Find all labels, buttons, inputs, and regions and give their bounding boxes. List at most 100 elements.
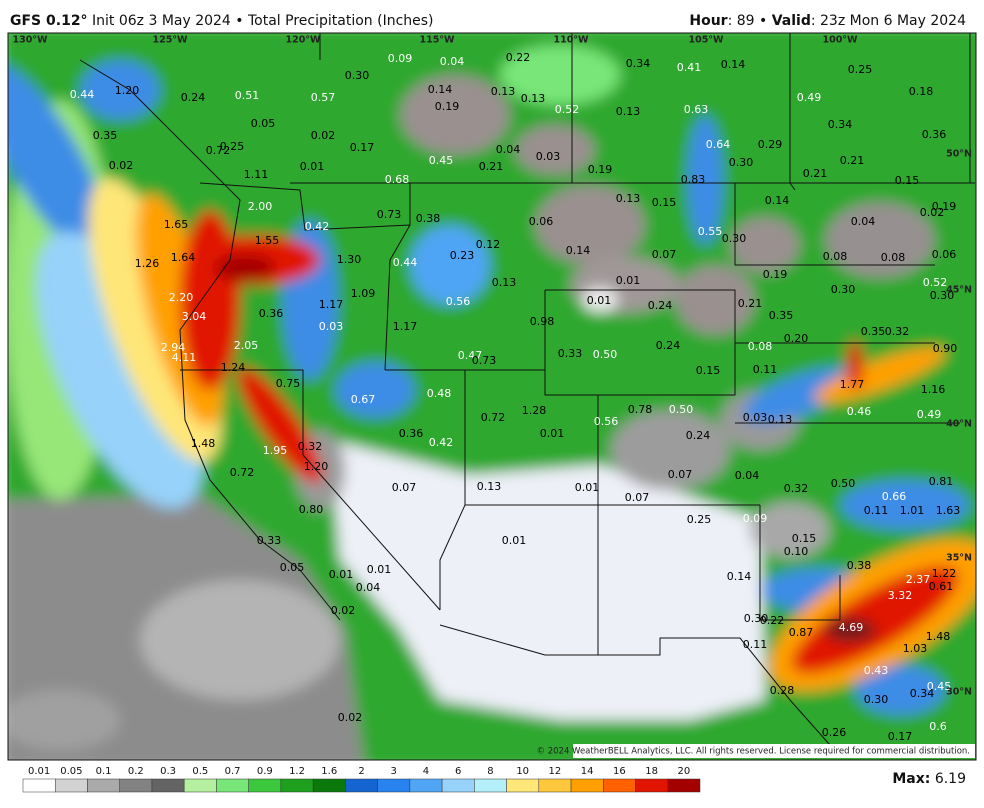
precip-value: 0.09 xyxy=(743,512,768,525)
copyright: © 2024 WeatherBELL Analytics, LLC. All r… xyxy=(537,747,970,757)
precip-value: 0.09 xyxy=(388,52,413,65)
precip-value: 0.19 xyxy=(763,268,788,281)
precip-value: 0.25 xyxy=(687,513,712,526)
precip-value: 0.21 xyxy=(803,167,828,180)
lon-label: 130°W xyxy=(12,35,48,46)
precip-value: 0.01 xyxy=(502,534,527,547)
precip-value: 0.02 xyxy=(311,129,336,142)
precip-value: 0.32 xyxy=(885,325,910,338)
precip-value: 0.01 xyxy=(540,427,565,440)
colorbar-swatch xyxy=(506,778,540,793)
precip-value: 0.35 xyxy=(861,325,886,338)
colorbar-swatch xyxy=(377,778,411,793)
precip-value: 1.95 xyxy=(263,444,288,457)
field-patch xyxy=(335,362,415,418)
precip-value: 0.07 xyxy=(652,248,677,261)
colorbar-swatch xyxy=(441,778,475,793)
colorbar-tick: 0.9 xyxy=(257,766,273,777)
precip-value: 0.05 xyxy=(280,561,305,574)
colorbar-tick: 4 xyxy=(423,766,429,777)
lon-label: 105°W xyxy=(688,35,724,46)
precip-value: 0.90 xyxy=(933,342,958,355)
field-patch xyxy=(80,60,160,120)
precip-value: 1.11 xyxy=(244,168,269,181)
precip-value: 0.26 xyxy=(822,726,847,739)
precip-value: 0.06 xyxy=(529,215,554,228)
field-patch xyxy=(535,185,645,265)
field-patch xyxy=(825,202,935,278)
map-frame xyxy=(7,32,977,761)
precip-value: 1.64 xyxy=(171,251,196,264)
precip-value: 0.17 xyxy=(350,141,375,154)
field-patch xyxy=(400,75,510,155)
precip-value: 0.04 xyxy=(735,469,760,482)
precip-value: 2.00 xyxy=(248,200,273,213)
precip-value: 0.15 xyxy=(696,364,721,377)
field-patch xyxy=(8,690,120,750)
colorbar-tick: 0.1 xyxy=(96,766,112,777)
precip-value: 0.21 xyxy=(840,154,865,167)
precip-value: 0.30 xyxy=(729,156,754,169)
precip-value: 0.72 xyxy=(206,144,231,157)
precip-value: 0.50 xyxy=(593,348,618,361)
colorbar-tick: 0.5 xyxy=(192,766,208,777)
precip-value: 0.05 xyxy=(251,117,276,130)
precip-value: 0.41 xyxy=(677,61,702,74)
precip-value: 0.14 xyxy=(765,194,790,207)
field-patch xyxy=(410,225,490,305)
precip-value: 0.32 xyxy=(298,440,323,453)
field-desert xyxy=(330,440,765,720)
colorbar-swatch xyxy=(603,778,636,793)
precip-value: 0.15 xyxy=(792,532,817,545)
precip-value: 0.73 xyxy=(377,208,402,221)
precip-value: 0.73 xyxy=(472,354,497,367)
colorbar-swatch xyxy=(119,778,153,793)
precip-value: 0.01 xyxy=(587,294,612,307)
precip-value: 0.52 xyxy=(555,103,580,116)
precip-value: 0.35 xyxy=(769,309,794,322)
precip-value: 0.13 xyxy=(491,85,516,98)
field-patch xyxy=(824,618,876,642)
precip-value: 1.24 xyxy=(221,361,246,374)
precip-value: 0.49 xyxy=(917,408,942,421)
precip-value: 1.48 xyxy=(191,437,216,450)
precip-value: 0.34 xyxy=(910,687,935,700)
field-patch xyxy=(215,254,275,282)
lon-label: 110°W xyxy=(553,35,589,46)
precip-value: 0.63 xyxy=(684,103,709,116)
colorbar-tick: 0.05 xyxy=(60,766,82,777)
precip-value: 0.49 xyxy=(797,91,822,104)
precip-value: 0.03 xyxy=(743,411,768,424)
field-patch xyxy=(582,288,618,312)
precip-value: 1.17 xyxy=(319,298,344,311)
max: Max: 6.19 xyxy=(892,771,966,787)
precip-value: 0.83 xyxy=(681,173,706,186)
precip-value: 0.08 xyxy=(748,340,773,353)
precip-value: 0.04 xyxy=(356,581,381,594)
precip-value: 0.13 xyxy=(521,92,546,105)
precip-value: 0.07 xyxy=(625,491,650,504)
field-patch xyxy=(840,480,970,530)
lat-label: 50°N xyxy=(946,149,972,160)
precip-value: 0.11 xyxy=(864,504,889,517)
field-patch xyxy=(750,502,830,558)
precip-value: 0.46 xyxy=(847,405,872,418)
field-patch xyxy=(515,125,595,175)
precip-value: 1.17 xyxy=(393,320,418,333)
precip-value: 0.15 xyxy=(895,174,920,187)
precip-value: 3.32 xyxy=(888,589,913,602)
precip-value: 0.55 xyxy=(698,225,723,238)
precip-value: 0.30 xyxy=(722,232,747,245)
max-value: 6.19 xyxy=(935,771,966,787)
precip-value: 0.72 xyxy=(230,466,255,479)
precip-value: 0.24 xyxy=(648,299,673,312)
precip-value: 0.10 xyxy=(784,545,809,558)
coastline xyxy=(79,59,341,621)
colorbar-tick: 6 xyxy=(455,766,461,777)
precip-value: 0.87 xyxy=(789,626,814,639)
precip-value: 0.29 xyxy=(758,138,783,151)
precip-value: 0.04 xyxy=(496,143,521,156)
precip-value: 0.14 xyxy=(428,83,453,96)
precip-value: 0.34 xyxy=(828,118,853,131)
